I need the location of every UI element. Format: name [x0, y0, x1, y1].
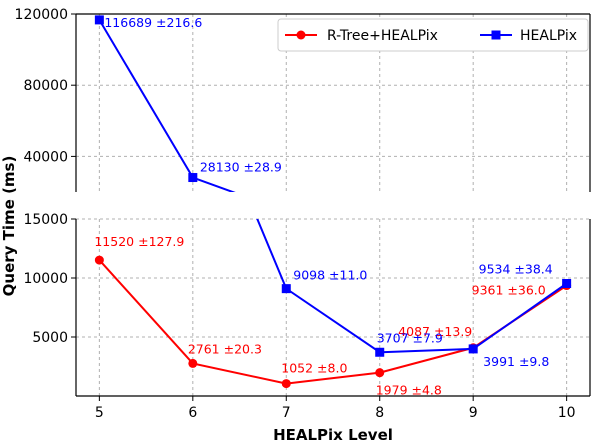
x-tick-label: 6	[188, 405, 197, 421]
data-point	[281, 379, 291, 389]
data-point	[468, 344, 478, 354]
series-line-1	[98, 19, 236, 192]
x-axis-label: HEALPix Level	[273, 426, 393, 444]
legend: R-Tree+HEALPix HEALPix	[277, 18, 589, 52]
series-line-0	[99, 207, 566, 226]
legend-box	[277, 18, 589, 52]
panel-frames	[75, 13, 591, 397]
data-label: 1052 ±8.0	[281, 361, 347, 376]
legend-marker-rtree	[296, 30, 306, 40]
bottom-panel-plot	[94, 219, 572, 389]
y-tick-label: 10000	[23, 271, 68, 287]
bottom-panel-clip-group	[94, 219, 572, 389]
data-label: 9534 ±38.4	[479, 261, 553, 276]
x-tick-label: 8	[375, 405, 384, 421]
data-label: 9098 ±11.0	[293, 268, 367, 283]
data-label: 28130 ±28.9	[200, 160, 282, 175]
data-labels: 11520 ±127.9 2761 ±20.3 1052 ±8.0 1979 ±4.8…	[94, 15, 552, 398]
data-label: 1979 ±4.8	[376, 383, 442, 398]
legend-label-rtree: R-Tree+HEALPix	[327, 28, 438, 44]
data-point	[94, 15, 104, 25]
data-label: 116689 ±216.6	[104, 15, 202, 30]
data-point	[375, 347, 385, 357]
data-label: 2761 ±20.3	[188, 341, 262, 356]
data-point	[281, 284, 291, 294]
data-label: 11520 ±127.9	[94, 234, 184, 249]
y-tick-labels: 40000 80000 120000 5000 10000 15000	[15, 7, 76, 346]
x-tick-label: 5	[95, 405, 104, 421]
data-label: 9361 ±36.0	[472, 283, 546, 298]
data-label: 3991 ±9.8	[483, 354, 549, 369]
x-tick-label: 9	[469, 405, 478, 421]
x-tick-label: 10	[558, 405, 576, 421]
data-point	[375, 368, 385, 378]
data-point	[562, 278, 572, 288]
data-label: 4087 ±13.9	[398, 324, 472, 339]
legend-label-healpix: HEALPix	[520, 28, 577, 44]
top-panel-clip-group	[94, 15, 566, 226]
y-axis-label: Query Time (ms)	[0, 156, 18, 297]
y-tick-label: 40000	[23, 149, 68, 165]
x-tick-label: 7	[282, 405, 291, 421]
y-tick-label: 5000	[32, 330, 68, 346]
data-label: 3707 ±7.9	[377, 330, 443, 345]
bottom-panel-grid	[76, 218, 590, 396]
x-tick-labels: 5 6 7 8 9 10	[95, 396, 576, 421]
series-line-1	[256, 219, 568, 354]
data-point	[188, 358, 198, 368]
y-tick-label: 80000	[23, 78, 68, 94]
y-tick-label: 15000	[23, 212, 68, 228]
data-point	[188, 173, 198, 183]
y-tick-label: 120000	[15, 7, 68, 23]
data-point	[94, 255, 104, 265]
top-panel-plot	[94, 15, 566, 226]
legend-marker-healpix	[491, 30, 501, 40]
